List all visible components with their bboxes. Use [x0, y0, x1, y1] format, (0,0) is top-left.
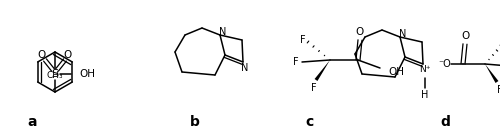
Text: F: F: [300, 35, 306, 45]
Text: F: F: [497, 85, 500, 95]
Text: F: F: [293, 57, 299, 67]
Text: b: b: [190, 115, 200, 129]
Text: ⁻O: ⁻O: [438, 59, 452, 69]
Polygon shape: [314, 60, 330, 81]
Text: O: O: [38, 50, 46, 60]
Text: O: O: [64, 50, 72, 60]
Text: O: O: [356, 27, 364, 37]
Text: N: N: [220, 27, 226, 37]
Text: OH: OH: [79, 69, 95, 79]
Text: d: d: [440, 115, 450, 129]
Text: O: O: [462, 31, 470, 41]
Text: H: H: [422, 90, 428, 100]
Polygon shape: [485, 64, 498, 83]
Text: S: S: [52, 69, 59, 79]
Text: OH: OH: [388, 67, 404, 77]
Text: N: N: [400, 29, 406, 39]
Text: CH₃: CH₃: [46, 72, 64, 81]
Text: N: N: [242, 63, 248, 73]
Text: a: a: [27, 115, 37, 129]
Text: N⁺: N⁺: [419, 65, 431, 74]
Text: c: c: [306, 115, 314, 129]
Text: F: F: [311, 83, 317, 93]
